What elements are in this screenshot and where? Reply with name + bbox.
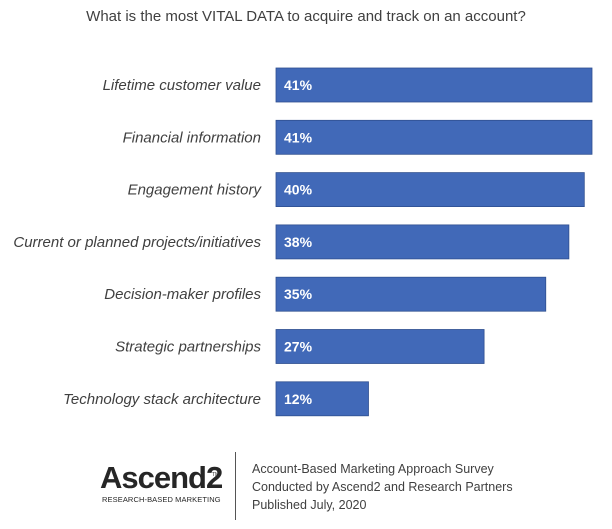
chart-title: What is the most VITAL DATA to acquire a…	[86, 8, 526, 25]
logo-tagline: RESEARCH-BASED MARKETING	[102, 495, 221, 504]
value-label-5: 27%	[284, 339, 313, 355]
value-label-0: 41%	[284, 77, 313, 93]
category-label-6: Technology stack architecture	[63, 391, 261, 408]
value-label-6: 12%	[284, 391, 313, 407]
ascend2-logo: Ascend2 TM RESEARCH-BASED MARKETING	[100, 460, 223, 512]
bar-4	[275, 276, 547, 312]
source-line-published: Published July, 2020	[252, 498, 367, 512]
bar-1	[275, 119, 593, 155]
category-label-5: Strategic partnerships	[115, 339, 261, 356]
bar-chart: Lifetime customer value 41% Financial info…	[13, 67, 593, 417]
bar-6	[275, 381, 369, 417]
value-label-2: 40%	[284, 182, 313, 198]
bar-3	[275, 224, 570, 260]
source-line-conducted: Conducted by Ascend2 and Research Partne…	[252, 480, 513, 494]
source-line-survey: Account-Based Marketing Approach Survey	[252, 462, 494, 476]
category-label-0: Lifetime customer value	[103, 77, 261, 94]
source-note: Account-Based Marketing Approach Survey …	[252, 460, 513, 514]
bar-2	[275, 172, 585, 208]
footer-divider	[235, 452, 236, 520]
category-label-1: Financial information	[123, 129, 261, 146]
category-label-4: Decision-maker profiles	[104, 286, 261, 303]
category-label-2: Engagement history	[128, 182, 263, 199]
category-label-3: Current or planned projects/initiatives	[13, 234, 261, 251]
bar-0	[275, 67, 593, 103]
logo-trademark: TM	[212, 472, 220, 478]
bar-5	[275, 329, 485, 364]
value-label-1: 41%	[284, 129, 313, 145]
logo-wordmark: Ascend2	[100, 460, 223, 495]
value-label-4: 35%	[284, 286, 313, 302]
value-label-3: 38%	[284, 234, 313, 250]
